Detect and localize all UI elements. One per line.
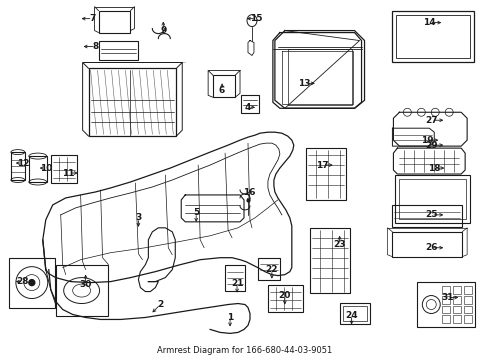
Bar [56,265,107,316]
Bar [463,306,471,314]
Text: 9: 9 [160,26,166,35]
Bar [392,205,461,227]
Text: 2: 2 [157,300,163,309]
Text: 29: 29 [424,141,437,150]
Text: 5: 5 [193,208,199,217]
Text: 28: 28 [17,277,29,286]
Bar [309,228,349,293]
Bar [99,41,138,60]
Text: 8: 8 [92,42,99,51]
Bar [441,285,449,293]
Text: 1: 1 [226,313,233,322]
Text: 4: 4 [244,103,251,112]
Bar [392,11,473,62]
Text: 6: 6 [219,86,225,95]
Text: Armrest Diagram for 166-680-44-03-9051: Armrest Diagram for 166-680-44-03-9051 [157,346,331,355]
Text: 27: 27 [424,116,437,125]
Text: 11: 11 [62,168,75,177]
Text: 13: 13 [298,79,310,88]
Bar [416,282,474,328]
Bar [463,296,471,303]
Bar [99,11,130,32]
Bar [452,285,460,293]
Bar [463,315,471,323]
Bar [213,75,235,97]
Bar [305,148,345,200]
Text: 14: 14 [422,18,435,27]
Bar [342,306,366,321]
Bar [452,296,460,303]
Bar [399,179,465,219]
Text: 21: 21 [230,279,243,288]
Bar [224,265,244,291]
Text: 10: 10 [40,163,52,172]
Bar [452,306,460,314]
Text: 16: 16 [242,188,255,197]
Text: 12: 12 [17,158,29,167]
Text: 15: 15 [249,14,262,23]
Bar [441,306,449,314]
Text: 30: 30 [79,280,92,289]
Text: 23: 23 [333,240,345,249]
Bar [11,152,25,180]
Bar [29,156,47,182]
Text: 31: 31 [440,293,452,302]
Text: 19: 19 [420,136,433,145]
Bar [463,285,471,293]
Text: 17: 17 [316,161,328,170]
Bar [241,95,259,113]
Text: 20: 20 [278,291,290,300]
Text: 18: 18 [427,163,440,172]
Bar [258,258,279,280]
Bar [452,315,460,323]
Bar [88,68,176,136]
Bar [441,296,449,303]
Circle shape [29,280,35,285]
Bar [396,15,469,58]
Bar [9,258,55,307]
Text: 26: 26 [424,243,437,252]
Text: 24: 24 [345,311,357,320]
Bar [339,302,369,324]
Text: 25: 25 [424,210,437,219]
Text: 7: 7 [89,14,96,23]
Bar [51,155,77,183]
Text: 22: 22 [265,265,278,274]
Bar [395,175,469,223]
Text: 3: 3 [135,213,141,222]
Bar [441,315,449,323]
Bar [267,285,302,312]
Bar [392,232,461,257]
